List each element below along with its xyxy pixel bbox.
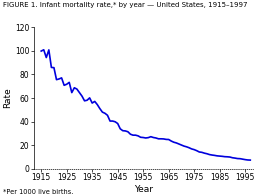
- Text: *Per 1000 live births.: *Per 1000 live births.: [3, 189, 73, 195]
- Y-axis label: Rate: Rate: [3, 88, 12, 108]
- Text: FIGURE 1. Infant mortality rate,* by year — United States, 1915–1997: FIGURE 1. Infant mortality rate,* by yea…: [3, 2, 247, 8]
- X-axis label: Year: Year: [134, 184, 153, 193]
